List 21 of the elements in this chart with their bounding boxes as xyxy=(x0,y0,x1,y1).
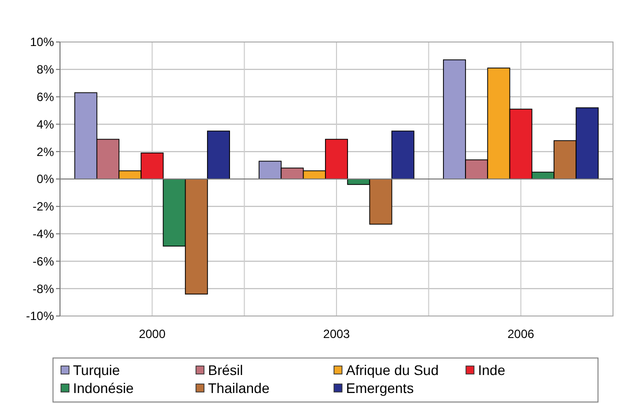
legend-label: Emergents xyxy=(346,380,414,396)
y-tick-label: 10% xyxy=(30,35,54,50)
y-tick-label: 2% xyxy=(36,144,54,159)
legend-label: Thailande xyxy=(208,380,270,396)
x-tick-label: 2003 xyxy=(323,327,350,341)
legend-label: Indonésie xyxy=(73,380,134,396)
y-tick-label: -4% xyxy=(32,227,54,241)
y-tick-label: 0% xyxy=(36,172,54,186)
y-tick-label: -8% xyxy=(32,282,54,296)
legend-label: Afrique du Sud xyxy=(346,362,439,378)
y-tick-label: 4% xyxy=(36,117,54,132)
legend-label: Inde xyxy=(478,362,506,378)
y-tick-label: -10% xyxy=(26,309,54,324)
x-tick-label: 2000 xyxy=(138,327,166,341)
y-tick-label: -2% xyxy=(32,200,54,214)
x-tick-label: 2006 xyxy=(507,327,535,341)
legend-label: Turquie xyxy=(73,362,120,378)
y-tick-label: 6% xyxy=(36,90,54,104)
legend-label: Brésil xyxy=(208,362,244,378)
y-tick-label: 8% xyxy=(36,62,54,77)
y-tick-label: -6% xyxy=(32,254,54,268)
